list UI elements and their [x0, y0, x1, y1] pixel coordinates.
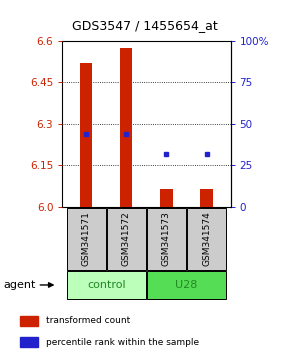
- Bar: [67, 272, 146, 298]
- Text: GSM341572: GSM341572: [122, 212, 131, 266]
- Bar: [80, 63, 93, 207]
- Bar: [67, 208, 106, 270]
- Bar: [160, 189, 173, 207]
- Bar: [20, 337, 38, 347]
- Text: GDS3547 / 1455654_at: GDS3547 / 1455654_at: [72, 19, 218, 33]
- Text: agent: agent: [3, 280, 35, 290]
- Bar: [107, 208, 146, 270]
- Text: percentile rank within the sample: percentile rank within the sample: [46, 338, 200, 347]
- Text: U28: U28: [175, 280, 198, 290]
- Text: GSM341574: GSM341574: [202, 212, 211, 266]
- Bar: [147, 272, 226, 298]
- Text: transformed count: transformed count: [46, 316, 131, 325]
- Text: GSM341571: GSM341571: [82, 211, 91, 267]
- Bar: [147, 208, 186, 270]
- Bar: [20, 316, 38, 326]
- Bar: [187, 208, 226, 270]
- Text: control: control: [87, 280, 126, 290]
- Bar: [120, 48, 133, 207]
- Text: GSM341573: GSM341573: [162, 211, 171, 267]
- Bar: [200, 189, 213, 207]
